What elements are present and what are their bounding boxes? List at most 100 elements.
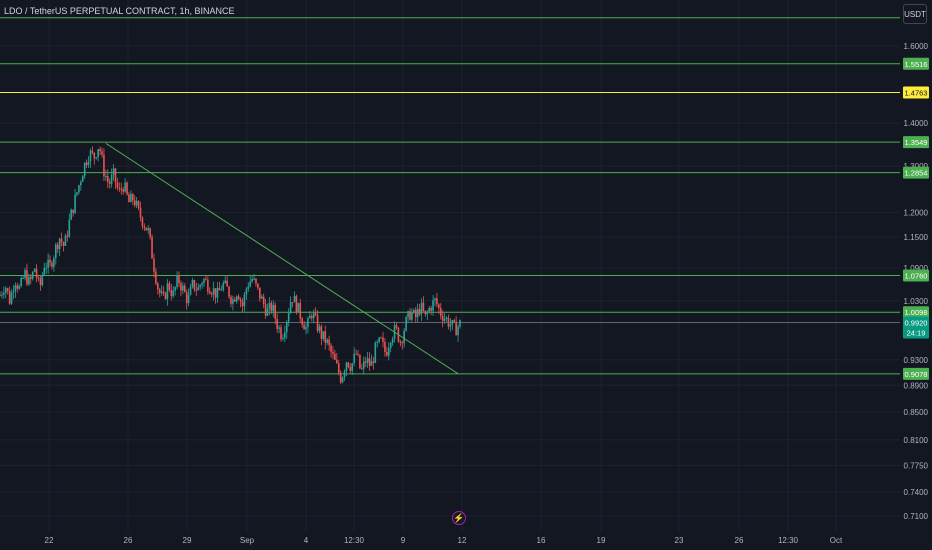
candle-body	[22, 278, 24, 280]
candle-body	[295, 295, 298, 313]
candle-body	[364, 361, 367, 363]
candle-body	[224, 280, 226, 284]
currency-button[interactable]: USDT	[903, 4, 927, 24]
candle-body	[266, 308, 269, 316]
time-tick-label: 16	[537, 536, 546, 545]
time-tick-label: 26	[735, 536, 744, 545]
candle-body	[201, 283, 203, 286]
candle-body	[220, 289, 223, 291]
candle-body	[157, 283, 159, 290]
level-label: 1.2854	[905, 169, 928, 178]
current-price-badge[interactable]	[903, 316, 929, 339]
candle-body	[160, 291, 163, 294]
candle-body	[31, 271, 34, 280]
price-tick-label: 0.9300	[904, 356, 929, 365]
level-label-bg[interactable]	[903, 367, 929, 380]
level-label-bg[interactable]	[903, 136, 929, 149]
price-tick-label: 1.3000	[904, 162, 929, 171]
candle-body	[33, 268, 36, 272]
candle-body	[351, 363, 354, 371]
candle-body	[259, 287, 261, 299]
candle-body	[426, 312, 429, 315]
candle-body	[301, 318, 303, 325]
level-label: 1.0098	[905, 308, 928, 317]
price-tick-label: 1.0300	[904, 297, 929, 306]
candle-body	[207, 279, 209, 292]
candle-body	[422, 302, 425, 311]
candle-body	[443, 318, 446, 321]
candle-body	[101, 151, 103, 155]
candle-body	[53, 258, 55, 267]
candle-body	[199, 285, 201, 288]
candle-body	[357, 353, 359, 355]
level-label-bg[interactable]	[903, 86, 929, 99]
candle-body	[137, 201, 140, 208]
candle-body	[445, 317, 448, 319]
candle-body	[291, 302, 294, 304]
candle-body	[353, 353, 355, 364]
candle-body	[103, 154, 105, 177]
candle-body	[56, 244, 59, 250]
candle-body	[147, 228, 150, 231]
candle-body	[108, 181, 111, 184]
grid	[0, 0, 900, 532]
candle-body	[320, 326, 323, 339]
price-tick-label: 0.7750	[904, 461, 929, 470]
candle-body	[39, 278, 42, 286]
candle-body	[16, 285, 19, 289]
level-label-bg[interactable]	[903, 269, 929, 282]
candle-body	[362, 361, 365, 369]
candle-body	[310, 315, 313, 318]
candle-body	[222, 283, 225, 290]
trendline[interactable]	[105, 143, 459, 375]
candles	[0, 146, 461, 385]
candle-body	[91, 150, 94, 153]
candle-body	[197, 287, 200, 291]
candle-body	[285, 321, 288, 333]
candle-body	[37, 277, 40, 279]
time-tick-label: 12	[458, 536, 467, 545]
candle-body	[255, 278, 257, 284]
candle-body	[389, 342, 392, 348]
candle-body	[414, 309, 417, 318]
candle-body	[93, 152, 96, 159]
trendline-layer[interactable]	[105, 143, 459, 375]
candle-body	[208, 291, 211, 294]
level-label-bg[interactable]	[903, 166, 929, 179]
candle-body	[141, 217, 144, 227]
candle-body	[447, 317, 450, 327]
level-label-bg[interactable]	[903, 57, 929, 70]
candle-body	[183, 285, 186, 292]
price-tick-label: 0.8500	[904, 408, 929, 417]
price-tick-label: 1.0900	[904, 264, 929, 273]
candle-body	[274, 304, 277, 319]
candle-body	[58, 238, 61, 250]
lightning-icon[interactable]: ⚡	[452, 511, 466, 525]
candle-body	[399, 341, 402, 343]
candle-body	[334, 353, 336, 360]
candle-body	[62, 242, 65, 247]
candle-body	[87, 161, 90, 166]
candle-body	[49, 259, 51, 263]
candle-body	[299, 302, 302, 319]
candle-body	[370, 361, 373, 366]
candle-body	[85, 162, 88, 166]
candle-body	[218, 287, 221, 291]
candle-body	[270, 302, 273, 312]
candle-body	[241, 301, 244, 307]
candle-body	[434, 298, 436, 301]
candle-body	[185, 291, 188, 304]
candle-body	[428, 307, 431, 313]
candle-body	[112, 168, 115, 175]
candle-body	[230, 296, 232, 304]
candle-body	[249, 281, 252, 287]
candle-body	[359, 354, 361, 369]
price-axis[interactable]: 1.6000 1.4000 1.3000 1.2000 1.1500 1.0900 1.03…	[903, 42, 929, 521]
candle-body	[305, 327, 307, 330]
candle-body	[4, 288, 7, 293]
candle-body	[210, 293, 213, 295]
candle-body	[407, 311, 409, 318]
time-axis[interactable]: 22 26 29 Sep 4 12:30 9 12 16 19 23 26 12:30 Oct	[45, 536, 843, 545]
level-label-bg[interactable]	[903, 306, 929, 319]
